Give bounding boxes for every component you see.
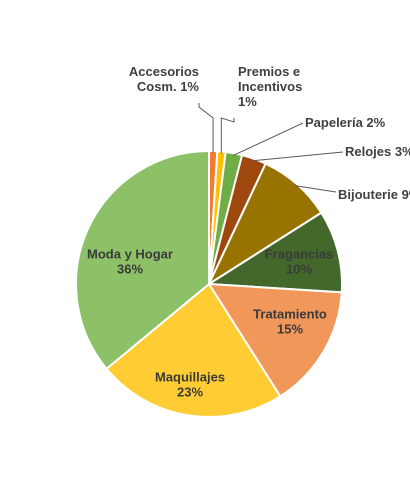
data-label-relojes: Relojes 3%	[345, 144, 410, 159]
data-labels: Accesorios Cosm. 1%Premios e Incentivos 1%P…	[87, 64, 410, 400]
data-label-line: Bijouterie 9%	[338, 187, 410, 202]
data-label-line: Premios e	[238, 64, 300, 79]
data-label-bijouterie: Bijouterie 9%	[338, 187, 410, 202]
data-label-line: Tratamiento	[253, 307, 327, 322]
pie-slice-tratamiento	[207, 282, 343, 398]
data-label-line: Maquillajes	[155, 370, 225, 385]
data-label-maquillajes: Maquillajes 23%	[155, 370, 225, 400]
data-label-moda-y-hogar: Moda y Hogar 36%	[87, 247, 173, 277]
leader-line-papeleria	[233, 122, 304, 156]
data-label-line: Moda y Hogar	[87, 247, 173, 262]
data-label-line: 23%	[177, 385, 203, 400]
data-label-papeleria: Papelería 2%	[305, 115, 386, 130]
data-label-line: 1%	[238, 94, 257, 109]
pie-slices	[75, 149, 343, 418]
data-label-line: Accesorios	[129, 64, 199, 79]
leader-line-bijouterie	[295, 185, 337, 193]
pie-slice-maquillajes	[105, 282, 282, 418]
data-label-tratamiento: Tratamiento 15%	[253, 307, 327, 337]
data-label-line: Papelería 2%	[305, 115, 386, 130]
data-label-line: Cosm. 1%	[137, 79, 200, 94]
pie-slice-fragancias	[205, 211, 343, 294]
data-label-premios-e-incentivos: Premios e Incentivos 1%	[238, 64, 302, 109]
data-label-line: Relojes 3%	[345, 144, 410, 159]
data-label-line: 10%	[286, 262, 312, 277]
data-label-line: 15%	[277, 322, 303, 337]
data-label-line: Incentivos	[238, 79, 302, 94]
data-label-accesorios-cosm: Accesorios Cosm. 1%	[129, 64, 200, 94]
leader-line-accesorios-cosm	[198, 103, 214, 154]
label-leader-lines	[198, 103, 344, 193]
data-label-line: 36%	[117, 262, 143, 277]
leader-line-premios-e-incentivos	[220, 117, 235, 154]
data-label-fragancias: Fragancias 10%	[265, 247, 334, 277]
pie-slice-moda-y-hogar	[75, 149, 210, 371]
leader-line-relojes	[253, 151, 344, 162]
data-label-line: Fragancias	[265, 247, 334, 262]
